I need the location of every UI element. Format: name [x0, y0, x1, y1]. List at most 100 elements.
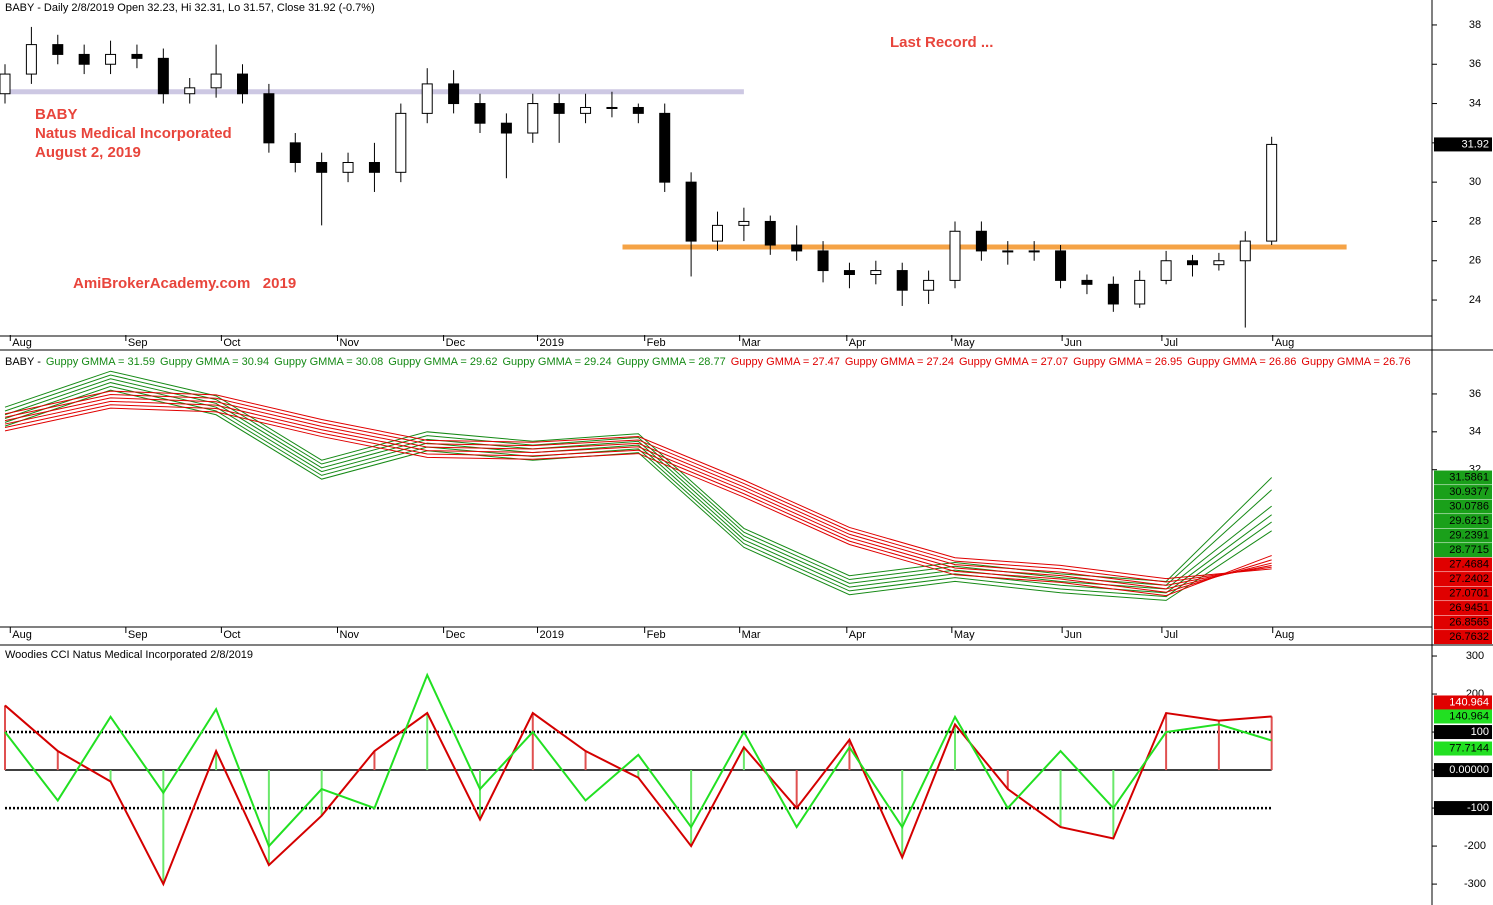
x-tick-label: Sep: [128, 337, 148, 349]
last-value-label-box: [1434, 499, 1492, 514]
x-tick-label: Feb: [647, 629, 666, 641]
y-tick-label: -300: [1464, 878, 1486, 890]
candle-body: [52, 44, 64, 55]
candle-body: [1134, 279, 1146, 305]
x-tick-label: 2019: [540, 337, 564, 349]
legend-entry: Guppy GMMA = 26.95: [1073, 356, 1182, 368]
candle-body: [421, 83, 433, 114]
y-tick-label: 34: [1469, 426, 1481, 438]
x-tick-label: Feb: [647, 337, 666, 349]
x-tick-label: Mar: [742, 337, 761, 349]
legend-entry: Guppy GMMA = 28.77: [617, 356, 726, 368]
annotation: Last Record ...: [890, 34, 993, 51]
last-value-label: 26.7632: [1449, 631, 1489, 643]
annotation: BABY: [35, 106, 78, 123]
legend-entry: Guppy GMMA = 26.76: [1301, 356, 1410, 368]
candle-body: [78, 53, 90, 65]
candle-body: [342, 161, 354, 173]
candle-body: [1187, 260, 1198, 266]
last-value-label: 28.7715: [1449, 544, 1489, 556]
last-value-label: 29.6215: [1449, 515, 1489, 527]
last-value-label-box: [1434, 543, 1492, 558]
level-label: 0.00000: [1449, 764, 1489, 776]
candle-body: [632, 106, 644, 114]
candle-body: [1213, 260, 1225, 266]
last-value-label-box: [1434, 470, 1492, 485]
y-tick-label: 300: [1466, 650, 1484, 662]
gmma-line: [4, 394, 1272, 583]
last-value-label-box: [1434, 572, 1492, 587]
last-value-label-box: [1434, 137, 1492, 152]
candle-body: [791, 244, 803, 252]
candle-body: [553, 103, 565, 114]
x-tick-label: Nov: [340, 337, 360, 349]
gmma-line: [4, 390, 1272, 580]
x-tick-label: Aug: [12, 337, 32, 349]
last-value-label-box: [1434, 630, 1492, 645]
gmma-line: [4, 374, 1273, 586]
candle-body: [131, 53, 143, 59]
candle-body: [1107, 283, 1119, 305]
legend-prefix: BABY -: [5, 356, 41, 368]
x-tick-label: Dec: [446, 337, 466, 349]
level-label-box: [1434, 801, 1492, 816]
candle-body: [1081, 279, 1093, 285]
last-value-label-box: [1434, 557, 1492, 572]
x-tick-label: Sep: [128, 629, 148, 641]
candle-body: [923, 279, 935, 291]
x-tick-label: Aug: [1275, 337, 1295, 349]
gmma-line: [4, 407, 1272, 597]
x-tick-label: Dec: [446, 629, 466, 641]
legend-entry: Guppy GMMA = 27.24: [845, 356, 954, 368]
candle-body: [1239, 240, 1251, 262]
last-value-label-box: [1434, 741, 1492, 756]
x-tick-label: Mar: [742, 629, 761, 641]
cci-line: [4, 672, 1272, 848]
level-label-box: [1434, 725, 1492, 740]
candle-body: [500, 122, 512, 134]
candle-body: [105, 53, 117, 65]
candle-body: [237, 73, 248, 95]
last-value-label: 27.4684: [1449, 558, 1489, 570]
legend-entry: Guppy GMMA = 27.07: [959, 356, 1068, 368]
y-tick-label: 30: [1469, 176, 1481, 188]
candle-body: [817, 250, 829, 272]
candle-body: [25, 44, 37, 75]
last-value-label: 27.0701: [1449, 587, 1489, 599]
last-value-label-box: [1434, 615, 1492, 630]
gmma-line: [4, 400, 1272, 590]
last-value-label: 30.9377: [1449, 486, 1489, 498]
candle-body: [289, 142, 301, 163]
x-tick-label: Oct: [223, 337, 240, 349]
last-value-label-box: [1434, 514, 1492, 529]
candle-body: [738, 220, 750, 226]
legend-entry: Guppy GMMA = 27.47: [731, 356, 840, 368]
gmma-line: [4, 389, 1272, 601]
candle-body: [896, 270, 908, 291]
last-value-label: 30.0786: [1449, 500, 1489, 512]
x-tick-label: Aug: [1275, 629, 1295, 641]
candle-body: [263, 93, 275, 144]
x-tick-label: 2019: [540, 629, 564, 641]
last-value-label: 31.92: [1461, 138, 1489, 150]
level-label-box: [1434, 763, 1492, 778]
x-tick-label: Jul: [1164, 337, 1178, 349]
legend-entry: Guppy GMMA = 26.86: [1187, 356, 1296, 368]
candle-body: [1002, 250, 1014, 253]
candle-body: [580, 106, 592, 114]
x-tick-label: Apr: [849, 629, 866, 641]
candle-body: [975, 230, 987, 252]
gmma-line: [4, 397, 1272, 586]
candle-body: [0, 73, 11, 95]
x-tick-label: Jun: [1064, 337, 1082, 349]
x-tick-label: Apr: [849, 337, 866, 349]
x-tick-label: May: [954, 337, 975, 349]
last-value-label-box: [1434, 485, 1492, 500]
gmma-line: [4, 370, 1273, 582]
legend-entry: Guppy GMMA = 29.24: [502, 356, 611, 368]
level-label: 100: [1471, 726, 1489, 738]
y-tick-label: 34: [1469, 97, 1481, 109]
annotation: Natus Medical Incorporated: [35, 125, 232, 142]
